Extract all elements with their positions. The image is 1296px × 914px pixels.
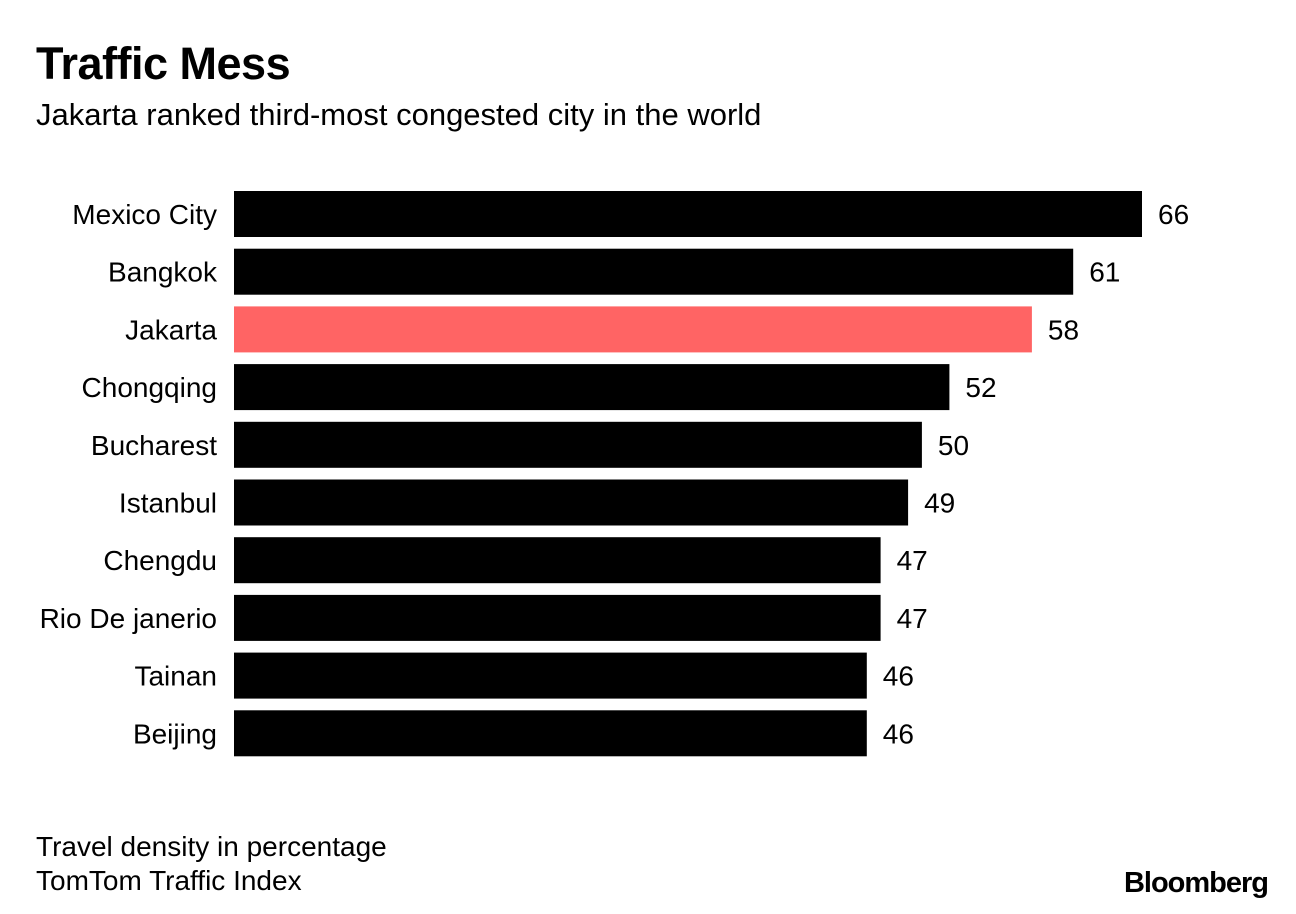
value-label-chengdu: 47: [897, 545, 928, 576]
category-label-istanbul: Istanbul: [119, 488, 217, 519]
source-note: TomTom Traffic Index: [36, 865, 302, 896]
category-label-jakarta: Jakarta: [125, 314, 217, 345]
chart-subtitle: Jakarta ranked third-most congested city…: [36, 97, 762, 132]
value-label-istanbul: 49: [924, 488, 955, 519]
category-label-bucharest: Bucharest: [91, 430, 217, 461]
bar-chongqing: [234, 364, 950, 411]
category-label-mexico-city: Mexico City: [72, 199, 217, 230]
value-label-jakarta: 58: [1048, 314, 1079, 345]
category-label-chengdu: Chengdu: [103, 545, 217, 576]
bar-bucharest: [234, 421, 922, 468]
units-note: Travel density in percentage: [36, 831, 387, 862]
bar-tainan: [234, 652, 867, 699]
category-label-beijing: Beijing: [133, 718, 217, 749]
bar-chart: Mexico City 66 Bangkok 61 Jakarta 58 Chongqing…: [40, 191, 1189, 757]
bar-mexico-city: [234, 191, 1142, 237]
value-label-chongqing: 52: [965, 372, 996, 403]
bar-beijing: [234, 710, 867, 757]
bar-chengdu: [234, 537, 881, 584]
value-label-rio-de-janerio: 47: [897, 603, 928, 634]
value-label-mexico-city: 66: [1158, 199, 1189, 230]
chart-title: Traffic Mess: [36, 38, 291, 89]
bar-istanbul: [234, 479, 909, 526]
bar-jakarta: [234, 306, 1032, 353]
value-label-bangkok: 61: [1089, 257, 1120, 288]
value-label-tainan: 46: [883, 661, 914, 692]
bar-rio-de-janerio: [234, 594, 881, 641]
bar-bangkok: [234, 248, 1074, 295]
category-label-rio-de-janerio: Rio De janerio: [40, 603, 217, 634]
value-label-bucharest: 50: [938, 430, 969, 461]
bloomberg-logo: Bloomberg: [1123, 867, 1269, 899]
value-label-beijing: 46: [883, 718, 914, 749]
category-label-chongqing: Chongqing: [82, 372, 217, 403]
category-label-tainan: Tainan: [134, 661, 217, 692]
category-label-bangkok: Bangkok: [108, 257, 218, 288]
